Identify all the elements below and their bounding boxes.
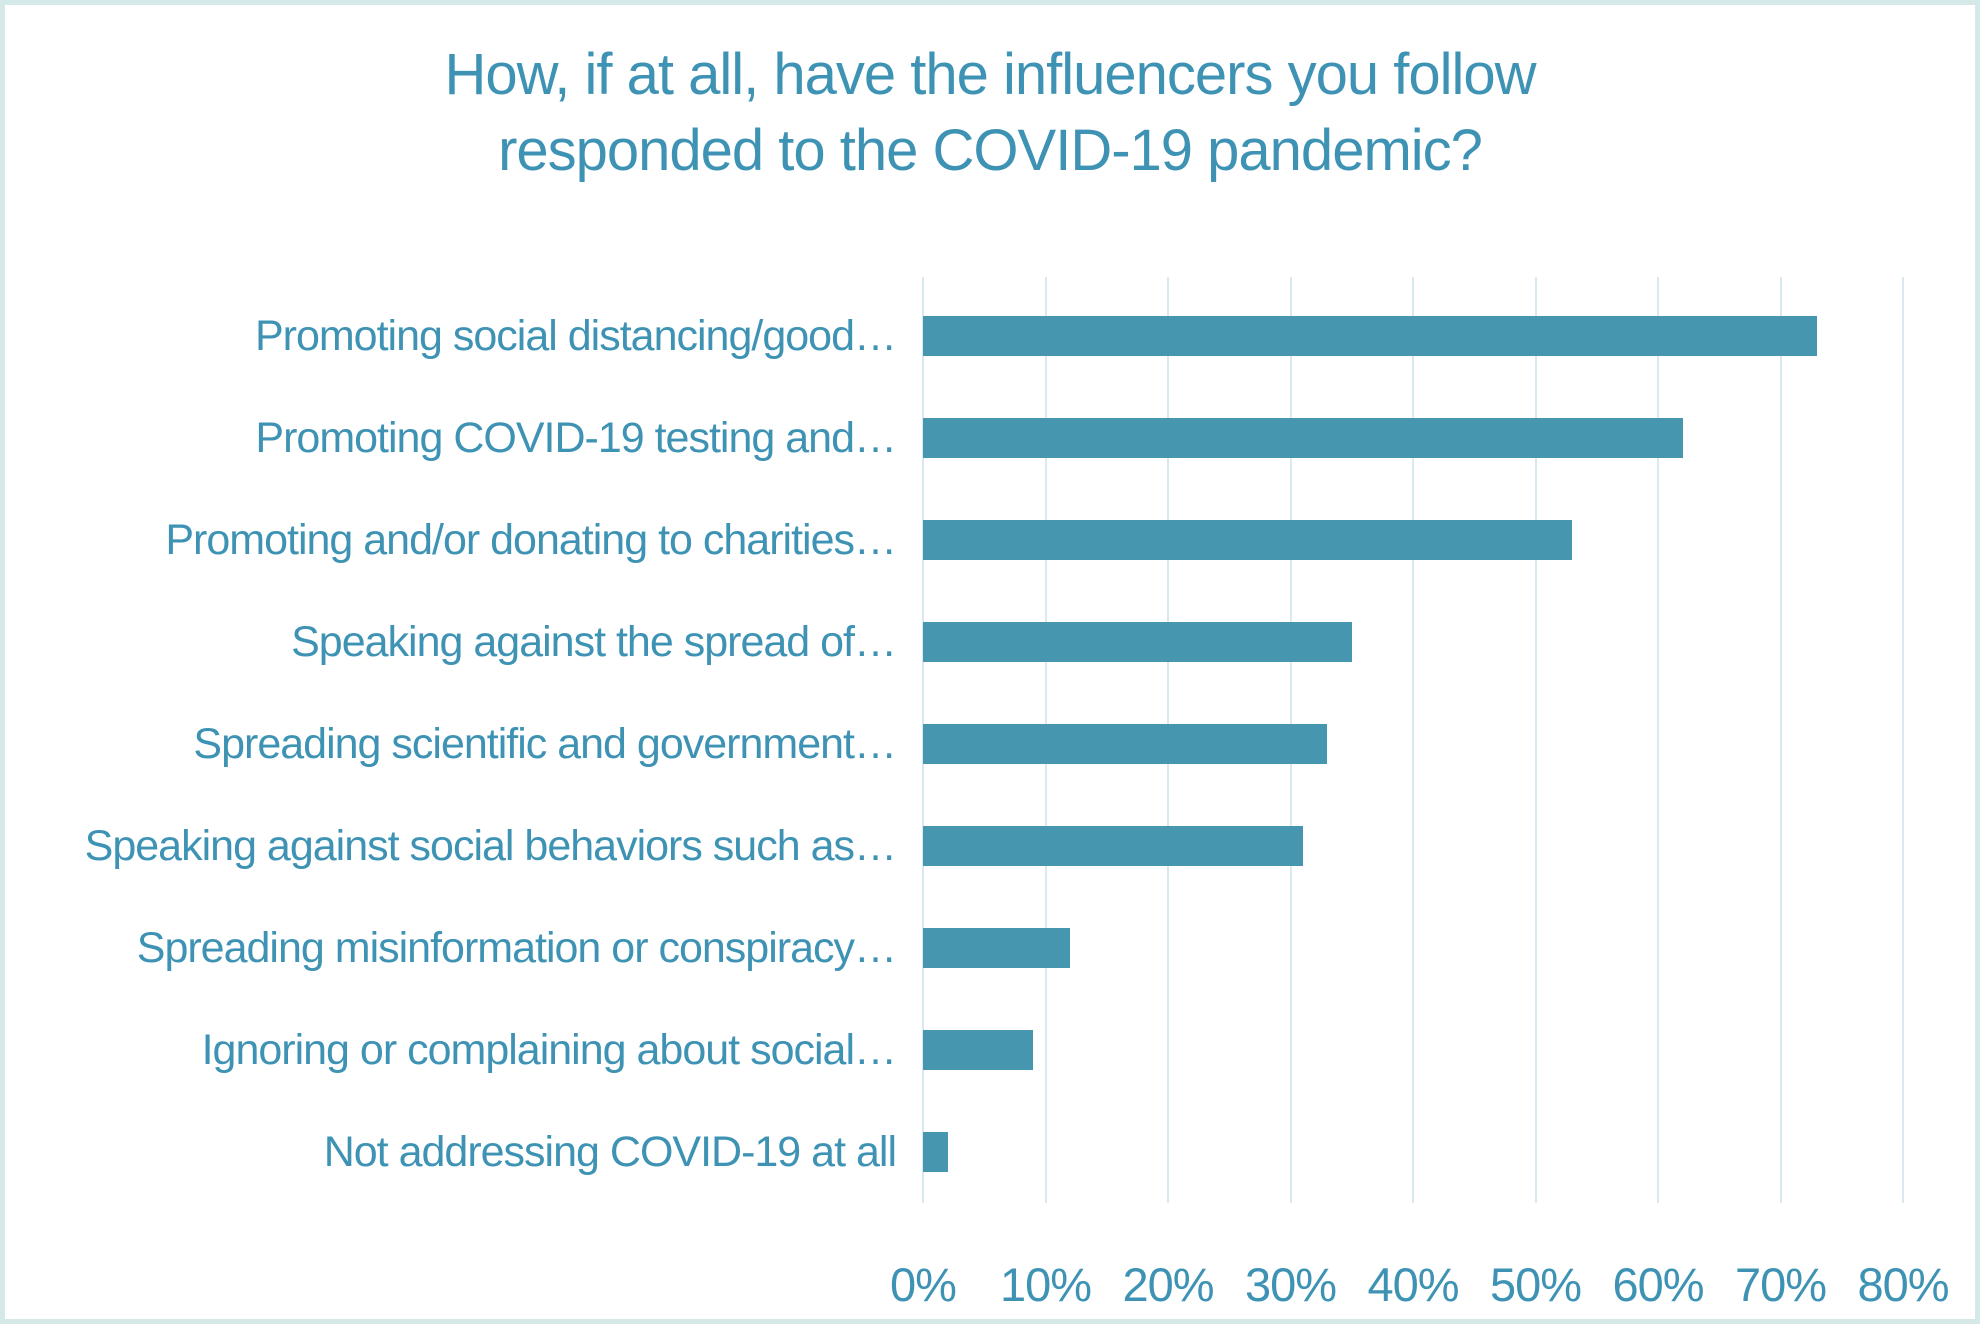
gridline (1412, 277, 1414, 1203)
x-axis: 0% 10% 20% 30% 40% 50% 60% 70% 80% (890, 1257, 1950, 1317)
category-label: Promoting and/or donating to charities… (165, 515, 897, 564)
bar (923, 724, 1328, 764)
bar (923, 316, 1818, 356)
bar-row (923, 795, 1903, 897)
bar (923, 1132, 948, 1172)
x-axis-tick-label: 60% (1612, 1258, 1704, 1311)
category-label: Speaking against social behaviors such a… (84, 821, 897, 870)
category-label: Speaking against the spread of… (291, 617, 897, 666)
bar (923, 826, 1303, 866)
bar (923, 928, 1070, 968)
bar (923, 418, 1683, 458)
bar-row (923, 999, 1903, 1101)
category-axis: Promoting social distancing/good… Promoti… (5, 285, 910, 1203)
gridline (1779, 277, 1782, 1203)
x-axis-tick-label: 30% (1244, 1258, 1337, 1311)
bar-row (923, 897, 1903, 999)
gridline (1902, 277, 1904, 1203)
x-axis-tick-label: 80% (1857, 1258, 1949, 1311)
category-label: Promoting COVID-19 testing and… (255, 413, 897, 462)
x-axis-tick-label: 50% (1489, 1258, 1582, 1311)
gridline (1534, 277, 1537, 1203)
bar-row (923, 387, 1903, 489)
bar-row (923, 591, 1903, 693)
category-label: Spreading misinformation or conspiracy… (136, 923, 897, 972)
category-label: Ignoring or complaining about social… (201, 1025, 897, 1074)
x-axis-tick-label: 20% (1122, 1258, 1214, 1311)
x-axis-tick-label: 40% (1367, 1258, 1459, 1311)
chart-title-line-1: How, if at all, have the influencers you… (444, 42, 1536, 107)
bar-row (923, 489, 1903, 591)
category-label: Not addressing COVID-19 at all (323, 1127, 897, 1176)
bar-row (923, 1101, 1903, 1203)
chart-title: How, if at all, have the influencers you… (5, 37, 1975, 189)
chart-title-line-2: responded to the COVID-19 pandemic? (498, 118, 1483, 183)
bar (923, 622, 1352, 662)
bar (923, 1030, 1034, 1070)
category-label: Promoting social distancing/good… (254, 311, 897, 360)
bar (923, 520, 1573, 560)
gridline (1657, 277, 1659, 1203)
x-axis-tick-label: 0% (890, 1258, 957, 1311)
bar-row (923, 693, 1903, 795)
category-label: Spreading scientific and government… (193, 719, 897, 768)
x-axis-tick-label: 70% (1734, 1258, 1827, 1311)
x-axis-tick-label: 10% (999, 1258, 1092, 1311)
plot-area (922, 277, 1904, 1203)
bar-row (923, 285, 1903, 387)
